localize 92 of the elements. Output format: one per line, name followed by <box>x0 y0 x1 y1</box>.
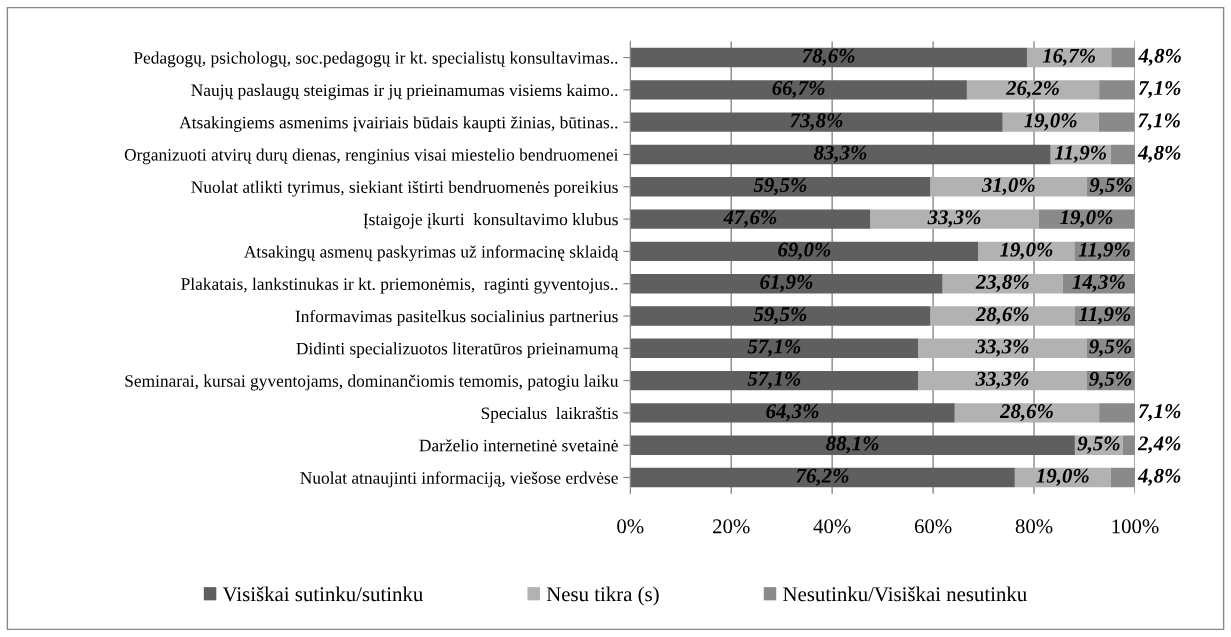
data-label: 19,0% <box>1024 113 1077 131</box>
legend-label: Visiškai sutinku/sutinku <box>222 586 423 602</box>
bar <box>630 370 919 391</box>
data-label: 28,6% <box>975 307 1029 325</box>
data-label: 83,3% <box>813 145 867 163</box>
bar <box>918 370 1087 391</box>
data-label: 33,3% <box>975 339 1029 357</box>
x-tick-label: 80% <box>1015 519 1053 534</box>
data-label: 28,6% <box>999 404 1053 422</box>
y-tick-label: Seminarai, kursai gyventojams, dominančiomis temomis, patogiu laiku <box>125 374 619 391</box>
data-label: 19,0% <box>1000 242 1053 260</box>
y-tick-label: Plakatais, lankstinukas ir kt. priemonėmis, raginti gyventojus.. <box>181 277 618 294</box>
data-label: 61,9% <box>760 274 813 292</box>
data-label: 47,6% <box>723 210 777 228</box>
bar <box>870 209 1039 229</box>
x-tick-label: 0% <box>617 519 644 534</box>
bar <box>630 112 1003 132</box>
y-tick-label: Organizuoti atvirų durų dienas, renginius visai miestelio bendruomenei <box>124 148 619 165</box>
y-tick-label: Didinti specializuotos literatūros prieinamumą <box>296 342 619 359</box>
bar <box>1111 47 1135 68</box>
bar <box>630 274 943 294</box>
y-tick-label: Pedagogų, psichologų, soc.pedagogų ir kt. specialistų konsultavimas.. <box>133 51 618 68</box>
bar <box>630 177 931 197</box>
data-label: 33,3% <box>975 371 1029 389</box>
bar <box>630 467 1015 488</box>
data-label: 57,1% <box>747 371 801 389</box>
data-label: 9,5% <box>1089 339 1132 357</box>
bar <box>1099 80 1135 100</box>
data-label: 2,4% <box>1137 436 1181 454</box>
data-label: 11,9% <box>1079 307 1131 325</box>
data-label: 4,8% <box>1137 468 1181 486</box>
bar <box>1110 467 1135 488</box>
data-label: 9,5% <box>1077 436 1120 454</box>
data-label: 88,1% <box>826 436 879 454</box>
bar <box>630 80 967 100</box>
x-tick-label: 20% <box>713 519 750 534</box>
bar <box>918 338 1087 358</box>
bar <box>1110 144 1135 165</box>
y-tick-label: Naujų paslaugų steigimas ir jų prieinamumas visiems kaimo.. <box>191 83 618 100</box>
legend-label: Nesutinku/Visiškai nesutinku <box>783 586 1027 602</box>
data-label: 31,0% <box>981 177 1035 196</box>
y-tick-label: Nuolat atnaujinti informaciją, viešose erdvėse <box>300 471 618 488</box>
data-label: 4,8% <box>1137 145 1181 163</box>
data-label: 23,8% <box>975 274 1029 292</box>
y-tick-label: Atsakingiems asmenims įvairiais būdais kaupti žinias, būtinas.. <box>179 116 618 132</box>
y-tick-label: Informavimas pasitelkus socialinius partnerius <box>295 309 618 326</box>
bar <box>930 306 1075 326</box>
y-tick-label: Nuolat atlikti tyrimus, siekiant ištirti bendruomenės poreikius <box>191 180 618 197</box>
y-tick-label: Įstaigoje įkurti konsultavimo klubus <box>363 213 618 229</box>
data-label: 66,7% <box>772 81 825 99</box>
data-label: 7,1% <box>1138 81 1181 99</box>
bar <box>630 241 979 262</box>
data-label: 78,6% <box>802 48 855 66</box>
data-label: 9,5% <box>1089 371 1132 389</box>
data-label: 26,2% <box>1005 81 1059 99</box>
bar <box>1099 403 1135 423</box>
y-tick-label: Atsakingų asmenų paskyrimas už informacinę sklaidą <box>244 245 619 262</box>
data-label: 73,8% <box>790 113 843 131</box>
data-label: 4,8% <box>1138 48 1181 66</box>
bar <box>630 47 1027 68</box>
data-label: 7,1% <box>1138 113 1180 131</box>
bar <box>630 435 1075 455</box>
bar <box>630 338 919 358</box>
y-tick-label: Specialus laikraštis <box>481 406 618 423</box>
x-tick-label: 100% <box>1112 519 1159 534</box>
bar <box>954 403 1100 423</box>
data-label: 11,9% <box>1078 242 1130 260</box>
data-label: 69,0% <box>778 242 831 260</box>
data-label: 9,5% <box>1089 177 1132 196</box>
data-label: 33,3% <box>927 210 981 228</box>
data-label: 16,7% <box>1042 48 1095 66</box>
bar <box>1098 112 1135 132</box>
bar <box>1122 435 1135 455</box>
data-label: 57,1% <box>747 339 801 357</box>
bar <box>630 209 871 229</box>
x-tick-label: 40% <box>813 519 851 534</box>
x-tick-label: 60% <box>914 519 952 534</box>
data-label: 7,1% <box>1138 404 1181 422</box>
data-label: 19,0% <box>1036 468 1089 486</box>
data-label: 14,3% <box>1072 274 1125 292</box>
bar <box>630 144 1051 165</box>
data-label: 19,0% <box>1060 210 1113 228</box>
legend-label: Nesu tikra (s) <box>546 586 659 606</box>
data-label: 59,5% <box>753 307 807 325</box>
y-tick-label: Darželio internetinė svetainė <box>419 439 618 452</box>
data-label: 11,9% <box>1054 145 1106 163</box>
data-label: 64,3% <box>766 404 819 422</box>
bar <box>966 80 1100 100</box>
data-label: 59,5% <box>753 177 807 196</box>
data-label: 76,2% <box>796 468 849 486</box>
bar <box>630 403 955 423</box>
bar <box>630 306 931 326</box>
